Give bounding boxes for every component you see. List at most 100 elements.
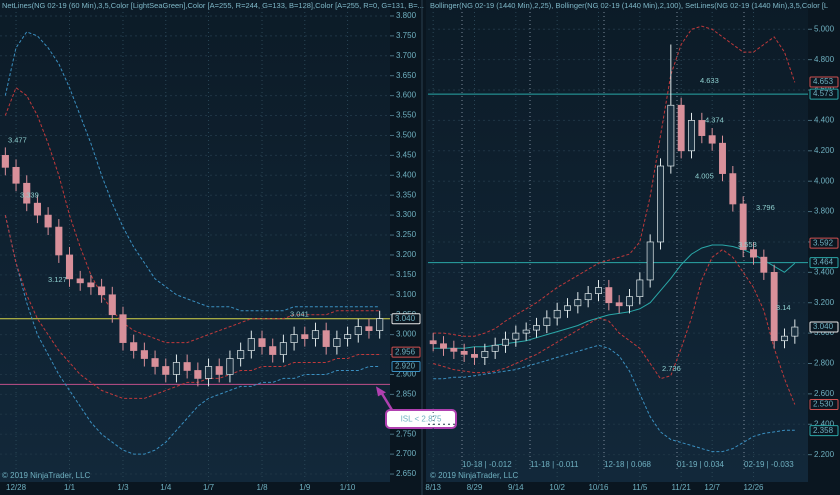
y-tick-label: 2.850 <box>396 389 417 398</box>
candle-body <box>708 135 716 144</box>
y-tick-label: 2.800 <box>814 359 835 368</box>
contract-label: 11-18 | -0.011 <box>530 460 579 469</box>
candle-body <box>677 104 685 152</box>
candle-body <box>108 294 116 316</box>
candle-body <box>204 366 213 379</box>
candle-body <box>322 330 330 347</box>
candle-body <box>333 338 341 347</box>
y-tick-label: 3.700 <box>396 51 417 60</box>
candle-body <box>98 286 106 296</box>
candle-body <box>739 203 747 250</box>
price-tag <box>809 321 839 333</box>
price-tag-label: 3.464 <box>813 258 834 267</box>
candle-body <box>471 354 478 358</box>
candle-body <box>44 214 52 228</box>
y-tick-label: 2.650 <box>396 469 417 478</box>
contract-label: 02-19 | -0.033 <box>744 460 794 469</box>
x-tick-label: 12/7 <box>704 483 720 492</box>
candle-body <box>450 347 458 352</box>
level-label: 3.339 <box>20 191 39 200</box>
y-tick-label: 3.600 <box>396 91 417 100</box>
level-label: 3.796 <box>756 203 775 212</box>
candle-body <box>237 350 245 359</box>
band-line <box>433 248 796 405</box>
y-tick-label: 2.200 <box>814 450 835 459</box>
candle-body <box>440 343 447 349</box>
price-tag-label: 3.040 <box>813 322 834 331</box>
candle-body <box>23 182 31 204</box>
y-tick-label: 3.200 <box>814 298 835 307</box>
y-tick-label: 3.000 <box>396 330 417 339</box>
contract-label: 10-18 | -0.012 <box>462 460 512 469</box>
candle-body <box>269 346 277 355</box>
candle-body <box>301 334 309 339</box>
candle-body <box>781 335 788 342</box>
candle-body <box>194 370 202 379</box>
band-line <box>4 31 380 312</box>
price-tag <box>391 346 421 358</box>
y-tick-label: 2.600 <box>814 389 835 398</box>
candle-body <box>55 226 63 256</box>
x-tick-label: 1/4 <box>160 483 172 492</box>
band-line <box>4 86 380 344</box>
x-tick-label: 10/16 <box>588 483 609 492</box>
x-tick-label: 1/8 <box>256 483 268 492</box>
y-tick-label: 2.900 <box>396 370 417 379</box>
candle-body <box>226 358 234 375</box>
y-tick-label: 3.800 <box>396 11 417 20</box>
candle-body <box>553 309 561 319</box>
candle-body <box>344 334 352 339</box>
price-tag <box>809 257 839 269</box>
level-label: 3.14 <box>776 303 791 312</box>
x-tick-label: 11/21 <box>671 483 691 492</box>
level-label: 3.553 <box>738 240 757 249</box>
candle-body <box>279 342 287 355</box>
x-tick-label: 12/28 <box>6 483 27 492</box>
candle-body <box>76 278 84 284</box>
level-label: 3.477 <box>8 136 27 145</box>
price-tag <box>391 313 421 325</box>
y-tick-label: 3.400 <box>396 170 417 179</box>
price-tag-label: 2.358 <box>813 426 834 435</box>
y-tick-label: 4.000 <box>814 176 835 185</box>
candle-body <box>290 334 298 343</box>
x-tick-label: 9/14 <box>508 483 524 492</box>
y-tick-label: 2.700 <box>396 449 417 458</box>
x-tick-label: 1/3 <box>117 483 129 492</box>
x-tick-label: 1/1 <box>64 483 76 492</box>
candle-body <box>311 330 320 339</box>
x-tick-label: 10/2 <box>549 483 565 492</box>
y-tick-label: 3.250 <box>396 230 417 239</box>
candle-body <box>729 173 737 205</box>
y-tick-label: 3.800 <box>814 207 835 216</box>
price-tag-label: 2.530 <box>813 400 834 409</box>
candle-body <box>522 329 530 334</box>
candle-body <box>481 350 489 358</box>
chart-title: Bollinger(NG 02-19 (1440 Min),2,25), Bol… <box>430 1 828 10</box>
level-label: 3.127 <box>48 275 67 284</box>
candle-body <box>172 362 181 375</box>
price-tag <box>809 76 839 88</box>
candle-body <box>698 120 706 136</box>
candle-body <box>502 338 509 346</box>
y-tick-label: 3.300 <box>396 210 417 219</box>
candle-body <box>376 318 384 331</box>
level-label: 4.633 <box>700 76 719 85</box>
price-tag-label: 4.573 <box>813 89 834 98</box>
candle-body <box>65 254 74 280</box>
candle-body <box>460 350 468 355</box>
price-tag-label: 3.040 <box>395 314 416 323</box>
y-tick-label: 3.450 <box>396 150 417 159</box>
x-tick-label: 8/29 <box>467 483 483 492</box>
price-tag <box>809 425 839 437</box>
y-tick-label: 2.750 <box>396 429 417 438</box>
x-tick-label: 8/13 <box>425 483 441 492</box>
band-line <box>4 214 380 455</box>
candle-body <box>12 166 20 184</box>
candle-body <box>574 299 582 307</box>
price-tag <box>809 88 839 100</box>
band-line <box>433 25 796 337</box>
y-tick-label: 3.650 <box>396 71 417 80</box>
candle-body <box>87 282 95 288</box>
